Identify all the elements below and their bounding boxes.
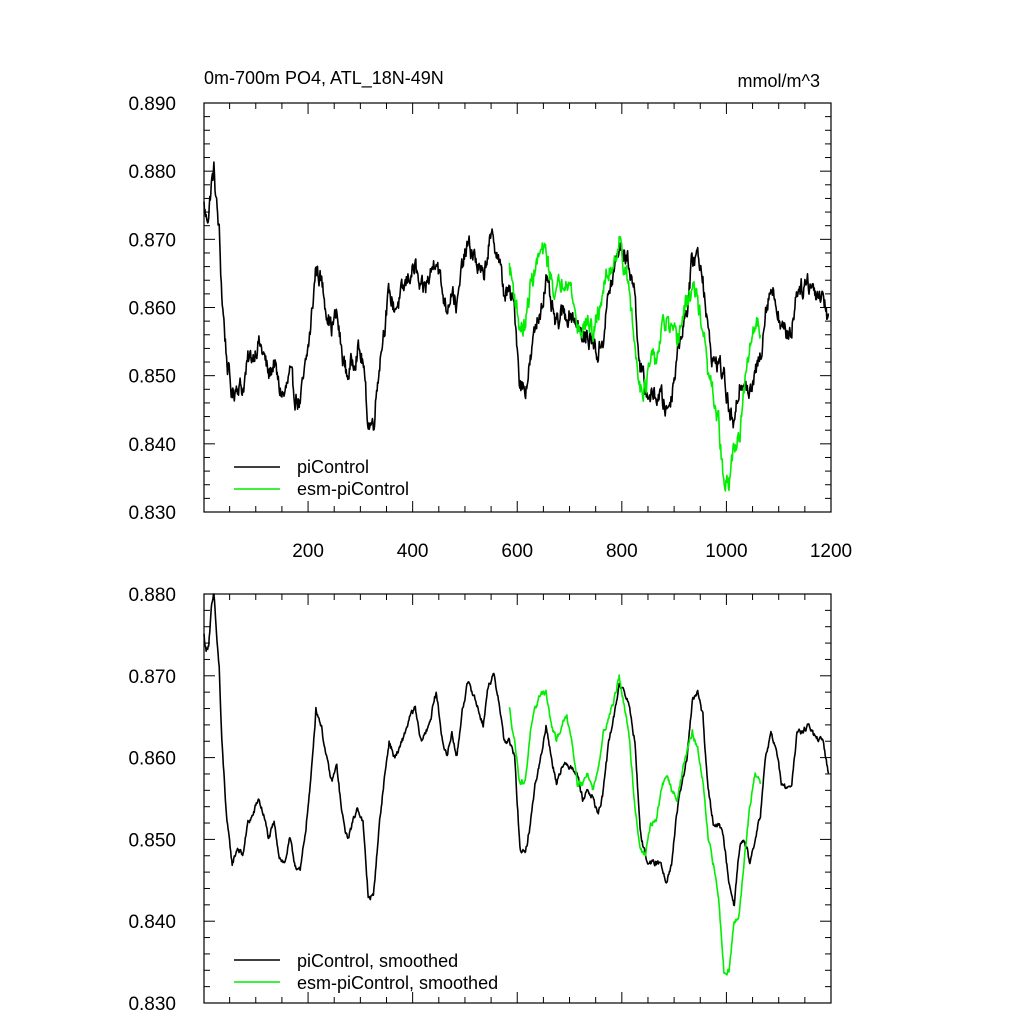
y-tick-label: 0.840 <box>128 435 176 456</box>
series-line <box>508 235 762 492</box>
legend: piControl esm-piControl <box>234 457 409 499</box>
legend: piControl, smoothed esm-piControl, smoot… <box>234 951 498 993</box>
panel-bottom: 0.830 0.840 0.850 0.860 0.870 0.880 piControl… <box>128 585 832 1015</box>
y-tick-label: 0.830 <box>128 503 176 524</box>
y-tick-label: 0.870 <box>128 230 176 251</box>
legend-label: esm-piControl <box>297 479 409 499</box>
plot-frame <box>203 593 832 1004</box>
legend-label: esm-piControl, smoothed <box>297 973 498 993</box>
x-tick-label: 1200 <box>810 541 852 562</box>
legend-label: piControl <box>297 457 369 477</box>
units-label: mmol/m^3 <box>738 71 820 91</box>
y-tick-label: 0.890 <box>128 94 176 115</box>
series-line <box>508 674 762 976</box>
tick-layer: 0.830 0.840 0.850 0.860 0.870 0.880 0.890 200 40… <box>128 94 852 562</box>
y-tick-label: 0.860 <box>128 299 176 320</box>
series-layer <box>203 161 830 492</box>
plot-frame <box>203 102 832 513</box>
x-tick-label: 1000 <box>705 541 747 562</box>
y-tick-label: 0.830 <box>128 994 176 1015</box>
y-tick-label: 0.880 <box>128 585 176 606</box>
y-tick-label: 0.840 <box>128 912 176 933</box>
y-tick-label: 0.860 <box>128 749 176 770</box>
x-tick-label: 600 <box>501 541 533 562</box>
series-line <box>203 161 830 431</box>
y-tick-label: 0.880 <box>128 162 176 183</box>
tick-layer: 0.830 0.840 0.850 0.860 0.870 0.880 <box>128 585 832 1015</box>
y-tick-label: 0.870 <box>128 667 176 688</box>
x-tick-label: 200 <box>292 541 324 562</box>
legend-label: piControl, smoothed <box>297 951 458 971</box>
series-layer <box>203 593 830 976</box>
chart-title: 0m-700m PO4, ATL_18N-49N <box>204 68 444 89</box>
panel-top: 0m-700m PO4, ATL_18N-49N mmol/m^3 0.8300… <box>128 68 852 562</box>
y-tick-label: 0.850 <box>128 830 176 851</box>
x-tick-label: 400 <box>397 541 429 562</box>
y-tick-label: 0.850 <box>128 367 176 388</box>
series-line <box>203 593 830 907</box>
x-tick-label: 800 <box>606 541 638 562</box>
